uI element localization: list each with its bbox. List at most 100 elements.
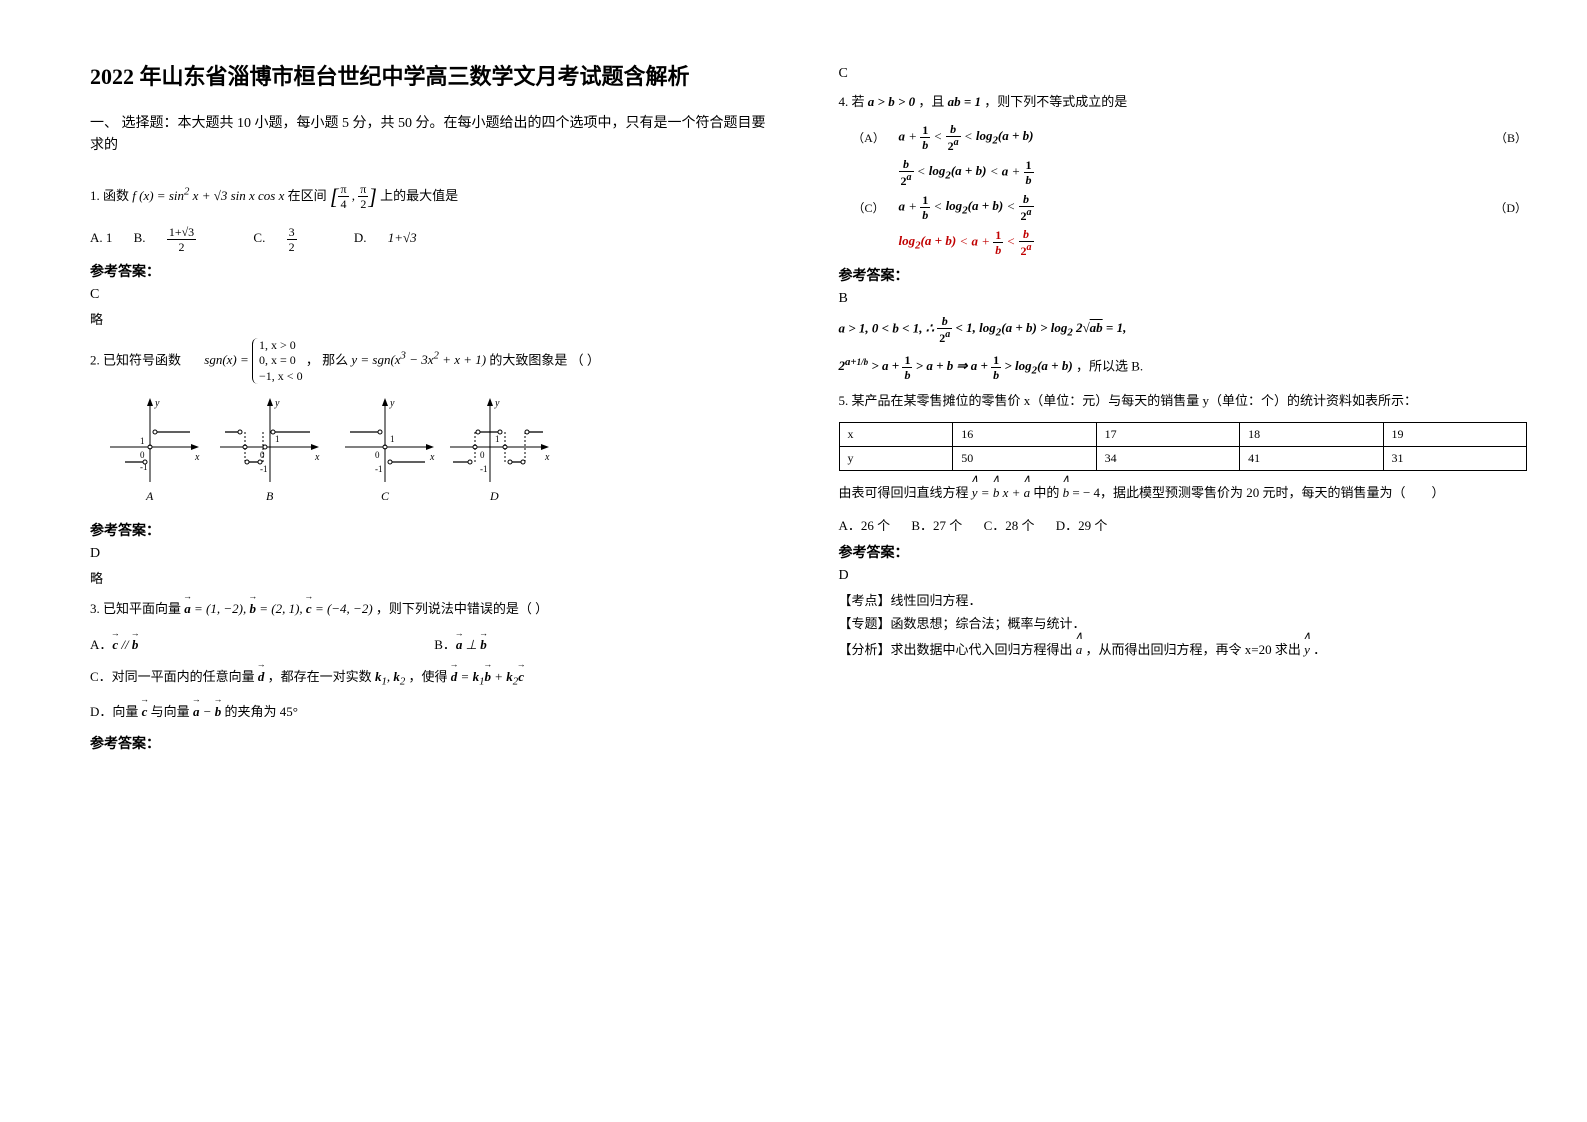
svg-text:0: 0 [480, 450, 485, 460]
q3-prefix: 3. 已知平面向量 [90, 601, 184, 616]
q5-h3: 18 [1240, 422, 1383, 446]
q4-work-tail: ，所以选 B. [1076, 358, 1143, 373]
q4-ans: B [839, 291, 1528, 307]
q1-interval: [ [330, 176, 339, 218]
svg-text:0: 0 [140, 450, 145, 460]
svg-text:1: 1 [275, 434, 280, 444]
q2-brief: 略 [90, 568, 779, 587]
q2-ans: D [90, 546, 779, 562]
svg-text:1: 1 [140, 436, 145, 446]
q4-C-expr: a + 1b < log2(a + b) < b2a [899, 193, 1468, 222]
q2-yexpr: y = sgn(x3 − 3x2 + x + 1) [351, 352, 486, 367]
q3-ans-label: 参考答案： [90, 733, 779, 753]
q5-B: B．27 个 [911, 518, 962, 533]
q3-B: B．a ⊥ b [434, 634, 778, 653]
q3-choices: A．c // b B．a ⊥ b [90, 630, 779, 657]
q4-B: b2a < log2(a + b) < a + 1b [839, 158, 1528, 187]
q4-C: （C） a + 1b < log2(a + b) < b2a （D） [839, 193, 1528, 222]
q5-t3-yh: y [1304, 636, 1310, 665]
q2-sgn-line-1: 0, x = 0 [259, 353, 303, 369]
q1-int-b: π2 [358, 183, 368, 210]
q5-reg-bhat: b [1063, 479, 1070, 508]
question-2: 2. 已知符号函数 sgn(x) = 1, x > 0 0, x = 0 −1,… [90, 338, 779, 385]
svg-text:1: 1 [495, 434, 500, 444]
q1-ans: C [90, 287, 779, 303]
q1-brief: 略 [90, 309, 779, 328]
svg-text:x: x [314, 452, 320, 463]
q1-interval-r: ] [368, 176, 377, 218]
q1-ans-label: 参考答案： [90, 261, 779, 281]
svg-text:0: 0 [375, 450, 380, 460]
question-4: 4. 若 a > b > 0 ，且 ab = 1 ，则下列不等式成立的是 [839, 90, 1528, 115]
q2-sgn-cases: 1, x > 0 0, x = 0 −1, x < 0 [252, 338, 303, 385]
q4-B-expr: b2a < log2(a + b) < a + 1b [899, 158, 1468, 187]
q5-t3a: 【分析】求出数据中心代入回归方程得出 [839, 642, 1076, 657]
q2-sgn-line-2: −1, x < 0 [259, 369, 303, 385]
q1-func: f (x) = sin2 x + √3 sin x cos x [132, 188, 284, 203]
q3-B-expr: a ⊥ b [456, 637, 487, 652]
q2-sgn-line-0: 1, x > 0 [259, 338, 303, 354]
q1-D-expr: 1+√3 [388, 230, 417, 245]
q5-h0: x [839, 422, 953, 446]
q3-vecs: a = (1, −2), b = (2, 1), c = (−4, −2) [184, 601, 372, 616]
svg-text:B: B [266, 489, 274, 503]
q3-A: A．c // b [90, 634, 434, 653]
q5-table: x 16 17 18 19 y 50 34 41 31 [839, 422, 1528, 471]
q2-suffix: 的大致图象是 （ ） [489, 352, 600, 367]
q5-t3-ah: a [1076, 636, 1083, 665]
svg-text:x: x [544, 452, 550, 463]
q5-h1: 16 [953, 422, 1096, 446]
q5-reg-eq: y = b x + a [972, 485, 1030, 500]
q5-r3: 41 [1240, 446, 1383, 470]
question-1: 1. 函数 f (x) = sin2 x + √3 sin x cos x 在区… [90, 176, 779, 218]
q5-r4: 31 [1383, 446, 1526, 470]
svg-text:A: A [145, 489, 154, 503]
svg-text:y: y [274, 398, 280, 409]
right-column: C 4. 若 a > b > 0 ，且 ab = 1 ，则下列不等式成立的是 （… [839, 60, 1528, 759]
q3-A-expr: c // b [112, 637, 138, 652]
section-1-head: 一、 选择题：本大题共 10 小题，每小题 5 分，共 50 分。在每小题给出的… [90, 113, 779, 158]
svg-text:1: 1 [390, 434, 395, 444]
svg-text:x: x [429, 452, 435, 463]
q5-h2: 17 [1096, 422, 1239, 446]
q5-t3b: ，从而得出回归方程，再令 x=20 求出 [1086, 642, 1305, 657]
q5-topic-1: 【考点】线性回归方程． [839, 590, 1528, 609]
left-column: 2022 年山东省淄博市桓台世纪中学高三数学文月考试题含解析 一、 选择题：本大… [90, 60, 779, 759]
question-3: 3. 已知平面向量 a = (1, −2), b = (2, 1), c = (… [90, 597, 779, 622]
q4-work-2: 2a+1/b > a + 1b > a + b ⇒ a + 1b > log2(… [839, 352, 1528, 381]
question-5: 5. 某产品在某零售摊位的零售价 x（单位：元）与每天的销售量 y（单位：个）的… [839, 389, 1528, 414]
svg-text:C: C [381, 489, 390, 503]
q2-ans-label: 参考答案： [90, 520, 779, 540]
q4-B-label: （B） [1467, 129, 1527, 146]
doc-title: 2022 年山东省淄博市桓台世纪中学高三数学文月考试题含解析 [90, 60, 779, 93]
q2-sgn-lhs: sgn(x) = [204, 352, 252, 367]
q1-B-frac: 1+√32 [167, 226, 214, 253]
q5-ans: D [839, 568, 1528, 584]
q5-h4: 19 [1383, 422, 1526, 446]
q5-A: A．26 个 [839, 518, 891, 533]
q1-comma: , [349, 188, 359, 203]
q4-D: log2(a + b) < a + 1b < b2a [839, 228, 1528, 257]
q1-C: C. 32 [253, 230, 335, 245]
q1-C-frac: 32 [287, 226, 315, 253]
q5-choices: A．26 个 B．27 个 C．28 个 D．29 个 [839, 515, 1528, 534]
q1-mid: 在区间 [288, 188, 330, 203]
q5-reg-b: 中的 [1033, 485, 1062, 500]
q5-topic-2: 【专题】函数思想；综合法；概率与统计． [839, 613, 1528, 632]
q4-C-label: （C） [839, 199, 899, 216]
svg-text:-1: -1 [375, 464, 383, 474]
q4-work-1: a > 1, 0 < b < 1, ∴ b2a < 1, log2(a + b)… [839, 315, 1528, 344]
q3-ans: C [839, 66, 1528, 82]
q4-A-label: （A） [839, 129, 899, 146]
q5-reg-c: = − 4，据此模型预测零售价为 20 元时，每天的销售量为（ ） [1072, 485, 1444, 500]
q1-suffix: 上的最大值是 [380, 188, 458, 203]
svg-text:y: y [494, 398, 500, 409]
q4-D-label: （D） [1467, 199, 1527, 216]
q5-t3c: ． [1313, 642, 1326, 657]
q5-topic-3: 【分析】求出数据中心代入回归方程得出 a ，从而得出回归方程，再令 x=20 求… [839, 636, 1528, 665]
q3-C: C．对同一平面内的任意向量 d ，都存在一对实数 k1, k2 ，使得 d = … [90, 665, 779, 692]
svg-text:y: y [154, 398, 160, 409]
svg-text:x: x [194, 452, 200, 463]
q5-C: C．28 个 [984, 518, 1035, 533]
q4-A-expr: a + 1b < b2a < log2(a + b) [899, 123, 1468, 152]
